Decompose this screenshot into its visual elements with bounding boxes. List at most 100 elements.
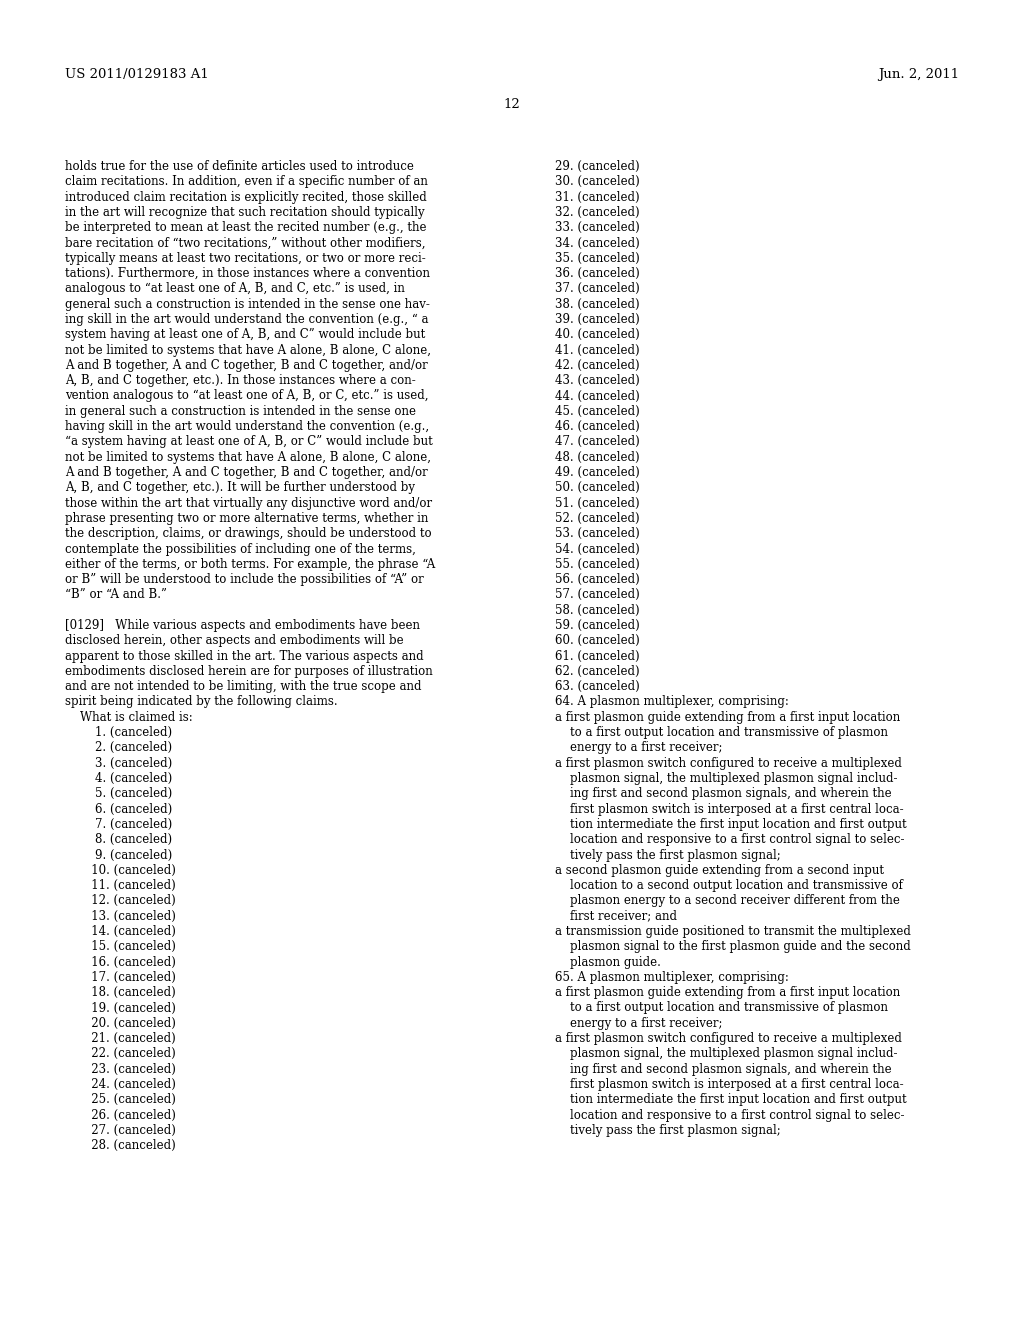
- Text: 23. (canceled): 23. (canceled): [65, 1063, 176, 1076]
- Text: 17. (canceled): 17. (canceled): [65, 972, 176, 983]
- Text: 39. (canceled): 39. (canceled): [555, 313, 640, 326]
- Text: 36. (canceled): 36. (canceled): [555, 267, 640, 280]
- Text: having skill in the art would understand the convention (e.g.,: having skill in the art would understand…: [65, 420, 429, 433]
- Text: or B” will be understood to include the possibilities of “A” or: or B” will be understood to include the …: [65, 573, 424, 586]
- Text: 62. (canceled): 62. (canceled): [555, 665, 640, 678]
- Text: in the art will recognize that such recitation should typically: in the art will recognize that such reci…: [65, 206, 425, 219]
- Text: What is claimed is:: What is claimed is:: [65, 710, 193, 723]
- Text: A, B, and C together, etc.). In those instances where a con-: A, B, and C together, etc.). In those in…: [65, 374, 416, 387]
- Text: 63. (canceled): 63. (canceled): [555, 680, 640, 693]
- Text: plasmon guide.: plasmon guide.: [555, 956, 660, 969]
- Text: 22. (canceled): 22. (canceled): [65, 1047, 176, 1060]
- Text: in general such a construction is intended in the sense one: in general such a construction is intend…: [65, 405, 416, 418]
- Text: and are not intended to be limiting, with the true scope and: and are not intended to be limiting, wit…: [65, 680, 422, 693]
- Text: 19. (canceled): 19. (canceled): [65, 1002, 176, 1015]
- Text: 13. (canceled): 13. (canceled): [65, 909, 176, 923]
- Text: ing skill in the art would understand the convention (e.g., “ a: ing skill in the art would understand th…: [65, 313, 428, 326]
- Text: US 2011/0129183 A1: US 2011/0129183 A1: [65, 69, 209, 81]
- Text: either of the terms, or both terms. For example, the phrase “A: either of the terms, or both terms. For …: [65, 558, 435, 570]
- Text: “B” or “A and B.”: “B” or “A and B.”: [65, 589, 167, 602]
- Text: embodiments disclosed herein are for purposes of illustration: embodiments disclosed herein are for pur…: [65, 665, 433, 678]
- Text: 58. (canceled): 58. (canceled): [555, 603, 640, 616]
- Text: a first plasmon guide extending from a first input location: a first plasmon guide extending from a f…: [555, 710, 900, 723]
- Text: contemplate the possibilities of including one of the terms,: contemplate the possibilities of includi…: [65, 543, 416, 556]
- Text: A, B, and C together, etc.). It will be further understood by: A, B, and C together, etc.). It will be …: [65, 482, 415, 494]
- Text: a first plasmon switch configured to receive a multiplexed: a first plasmon switch configured to rec…: [555, 756, 902, 770]
- Text: introduced claim recitation is explicitly recited, those skilled: introduced claim recitation is explicitl…: [65, 190, 427, 203]
- Text: not be limited to systems that have A alone, B alone, C alone,: not be limited to systems that have A al…: [65, 343, 431, 356]
- Text: general such a construction is intended in the sense one hav-: general such a construction is intended …: [65, 298, 430, 310]
- Text: 54. (canceled): 54. (canceled): [555, 543, 640, 556]
- Text: 56. (canceled): 56. (canceled): [555, 573, 640, 586]
- Text: 14. (canceled): 14. (canceled): [65, 925, 176, 939]
- Text: 47. (canceled): 47. (canceled): [555, 436, 640, 449]
- Text: 16. (canceled): 16. (canceled): [65, 956, 176, 969]
- Text: holds true for the use of definite articles used to introduce: holds true for the use of definite artic…: [65, 160, 414, 173]
- Text: location and responsive to a first control signal to selec-: location and responsive to a first contr…: [555, 1109, 904, 1122]
- Text: 34. (canceled): 34. (canceled): [555, 236, 640, 249]
- Text: phrase presenting two or more alternative terms, whether in: phrase presenting two or more alternativ…: [65, 512, 428, 525]
- Text: claim recitations. In addition, even if a specific number of an: claim recitations. In addition, even if …: [65, 176, 428, 189]
- Text: 31. (canceled): 31. (canceled): [555, 190, 640, 203]
- Text: vention analogous to “at least one of A, B, or C, etc.” is used,: vention analogous to “at least one of A,…: [65, 389, 428, 403]
- Text: bare recitation of “two recitations,” without other modifiers,: bare recitation of “two recitations,” wi…: [65, 236, 426, 249]
- Text: 41. (canceled): 41. (canceled): [555, 343, 640, 356]
- Text: 64. A plasmon multiplexer, comprising:: 64. A plasmon multiplexer, comprising:: [555, 696, 788, 709]
- Text: the description, claims, or drawings, should be understood to: the description, claims, or drawings, sh…: [65, 527, 432, 540]
- Text: 21. (canceled): 21. (canceled): [65, 1032, 176, 1045]
- Text: 28. (canceled): 28. (canceled): [65, 1139, 176, 1152]
- Text: 59. (canceled): 59. (canceled): [555, 619, 640, 632]
- Text: 1. (canceled): 1. (canceled): [65, 726, 172, 739]
- Text: A and B together, A and C together, B and C together, and/or: A and B together, A and C together, B an…: [65, 466, 428, 479]
- Text: ing first and second plasmon signals, and wherein the: ing first and second plasmon signals, an…: [555, 1063, 892, 1076]
- Text: plasmon energy to a second receiver different from the: plasmon energy to a second receiver diff…: [555, 895, 900, 907]
- Text: typically means at least two recitations, or two or more reci-: typically means at least two recitations…: [65, 252, 426, 265]
- Text: “a system having at least one of A, B, or C” would include but: “a system having at least one of A, B, o…: [65, 436, 433, 449]
- Text: 24. (canceled): 24. (canceled): [65, 1078, 176, 1092]
- Text: 61. (canceled): 61. (canceled): [555, 649, 640, 663]
- Text: 3. (canceled): 3. (canceled): [65, 756, 172, 770]
- Text: 15. (canceled): 15. (canceled): [65, 940, 176, 953]
- Text: 30. (canceled): 30. (canceled): [555, 176, 640, 189]
- Text: 57. (canceled): 57. (canceled): [555, 589, 640, 602]
- Text: plasmon signal, the multiplexed plasmon signal includ-: plasmon signal, the multiplexed plasmon …: [555, 772, 897, 785]
- Text: 5. (canceled): 5. (canceled): [65, 787, 172, 800]
- Text: first plasmon switch is interposed at a first central loca-: first plasmon switch is interposed at a …: [555, 1078, 903, 1092]
- Text: a first plasmon guide extending from a first input location: a first plasmon guide extending from a f…: [555, 986, 900, 999]
- Text: 12. (canceled): 12. (canceled): [65, 895, 176, 907]
- Text: 8. (canceled): 8. (canceled): [65, 833, 172, 846]
- Text: energy to a first receiver;: energy to a first receiver;: [555, 1016, 723, 1030]
- Text: a transmission guide positioned to transmit the multiplexed: a transmission guide positioned to trans…: [555, 925, 911, 939]
- Text: 53. (canceled): 53. (canceled): [555, 527, 640, 540]
- Text: 52. (canceled): 52. (canceled): [555, 512, 640, 525]
- Text: 65. A plasmon multiplexer, comprising:: 65. A plasmon multiplexer, comprising:: [555, 972, 788, 983]
- Text: a first plasmon switch configured to receive a multiplexed: a first plasmon switch configured to rec…: [555, 1032, 902, 1045]
- Text: to a first output location and transmissive of plasmon: to a first output location and transmiss…: [555, 1002, 888, 1015]
- Text: 27. (canceled): 27. (canceled): [65, 1123, 176, 1137]
- Text: 29. (canceled): 29. (canceled): [555, 160, 640, 173]
- Text: system having at least one of A, B, and C” would include but: system having at least one of A, B, and …: [65, 329, 425, 342]
- Text: first plasmon switch is interposed at a first central loca-: first plasmon switch is interposed at a …: [555, 803, 903, 816]
- Text: tively pass the first plasmon signal;: tively pass the first plasmon signal;: [555, 1123, 780, 1137]
- Text: 11. (canceled): 11. (canceled): [65, 879, 176, 892]
- Text: 6. (canceled): 6. (canceled): [65, 803, 172, 816]
- Text: first receiver; and: first receiver; and: [555, 909, 677, 923]
- Text: 60. (canceled): 60. (canceled): [555, 635, 640, 647]
- Text: 44. (canceled): 44. (canceled): [555, 389, 640, 403]
- Text: 40. (canceled): 40. (canceled): [555, 329, 640, 342]
- Text: 45. (canceled): 45. (canceled): [555, 405, 640, 418]
- Text: tations). Furthermore, in those instances where a convention: tations). Furthermore, in those instance…: [65, 267, 430, 280]
- Text: 37. (canceled): 37. (canceled): [555, 282, 640, 296]
- Text: 49. (canceled): 49. (canceled): [555, 466, 640, 479]
- Text: location and responsive to a first control signal to selec-: location and responsive to a first contr…: [555, 833, 904, 846]
- Text: be interpreted to mean at least the recited number (e.g., the: be interpreted to mean at least the reci…: [65, 222, 427, 234]
- Text: 18. (canceled): 18. (canceled): [65, 986, 176, 999]
- Text: 32. (canceled): 32. (canceled): [555, 206, 640, 219]
- Text: 10. (canceled): 10. (canceled): [65, 863, 176, 876]
- Text: plasmon signal, the multiplexed plasmon signal includ-: plasmon signal, the multiplexed plasmon …: [555, 1047, 897, 1060]
- Text: 50. (canceled): 50. (canceled): [555, 482, 640, 494]
- Text: 38. (canceled): 38. (canceled): [555, 298, 640, 310]
- Text: plasmon signal to the first plasmon guide and the second: plasmon signal to the first plasmon guid…: [555, 940, 910, 953]
- Text: tion intermediate the first input location and first output: tion intermediate the first input locati…: [555, 1093, 906, 1106]
- Text: 25. (canceled): 25. (canceled): [65, 1093, 176, 1106]
